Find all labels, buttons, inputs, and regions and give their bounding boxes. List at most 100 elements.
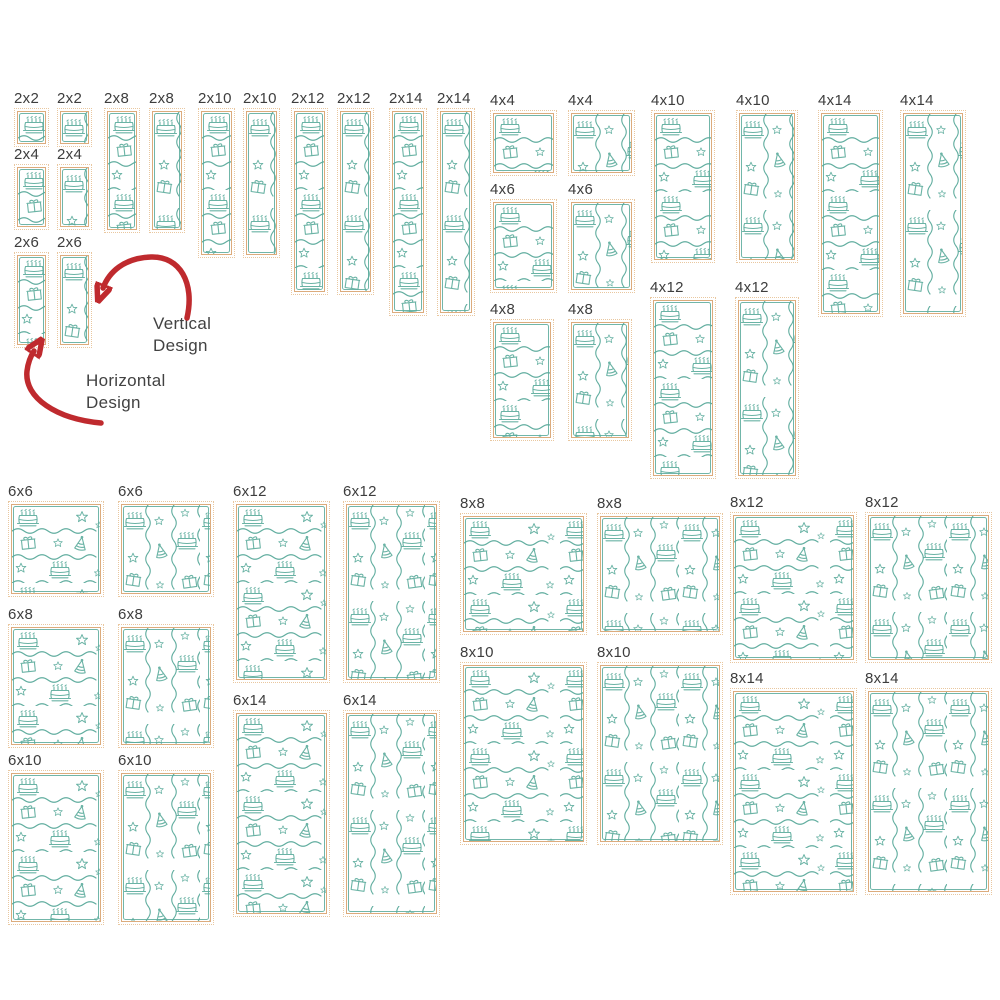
- horizontal-design-note: Horizontal Design: [86, 371, 166, 412]
- design-block-6x10-horizontal: 6x10: [8, 751, 104, 925]
- design-swatch: [337, 108, 374, 295]
- design-swatch: [460, 513, 587, 635]
- stitch-pattern-horizontal: [822, 114, 879, 313]
- stitch-pattern-horizontal: [494, 114, 553, 172]
- size-label: 6x12: [233, 483, 267, 500]
- design-swatch: [900, 110, 966, 317]
- size-label: 8x14: [730, 670, 764, 687]
- design-block-4x6-horizontal: 4x6: [490, 180, 557, 293]
- design-swatch: [149, 108, 185, 233]
- design-swatch: [597, 513, 723, 635]
- design-block-6x12-horizontal: 6x12: [233, 482, 330, 683]
- size-label: 4x8: [568, 301, 594, 318]
- design-block-2x10-horizontal: 2x10: [198, 89, 235, 258]
- design-swatch: [818, 110, 883, 317]
- design-swatch: [8, 770, 104, 925]
- stitch-pattern-horizontal: [108, 112, 136, 229]
- design-swatch: [291, 108, 328, 295]
- stitch-pattern-vertical: [122, 628, 210, 744]
- stitch-pattern-vertical: [122, 505, 210, 593]
- design-swatch: [57, 252, 92, 348]
- design-block-4x8-vertical: 4x8: [568, 300, 632, 441]
- design-swatch: [568, 110, 635, 176]
- design-block-8x12-vertical: 8x12: [865, 493, 992, 663]
- design-block-2x10-vertical: 2x10: [243, 89, 280, 258]
- stitch-pattern-horizontal: [237, 505, 326, 679]
- size-label: 4x6: [490, 181, 516, 198]
- size-label: 2x6: [57, 234, 83, 251]
- size-label: 4x12: [650, 279, 684, 296]
- design-block-8x14-vertical: 8x14: [865, 669, 992, 895]
- size-label: 2x6: [14, 234, 40, 251]
- design-swatch: [104, 108, 140, 233]
- size-label: 4x10: [651, 92, 685, 109]
- design-swatch: [118, 501, 214, 597]
- design-swatch: [651, 110, 715, 263]
- size-label: 2x2: [57, 90, 83, 107]
- stitch-pattern-horizontal: [654, 301, 712, 475]
- stitch-pattern-vertical: [441, 112, 471, 312]
- size-label: 4x14: [900, 92, 934, 109]
- size-label: 6x14: [343, 692, 377, 709]
- design-block-4x14-vertical: 4x14: [900, 91, 966, 317]
- design-swatch: [865, 688, 992, 895]
- design-block-2x2-vertical: 2x2: [57, 89, 92, 147]
- size-label: 2x10: [198, 90, 232, 107]
- design-swatch: [8, 501, 104, 597]
- size-label: 6x10: [118, 752, 152, 769]
- stitch-pattern-horizontal: [18, 256, 45, 344]
- size-label: 4x12: [735, 279, 769, 296]
- stitch-pattern-horizontal: [12, 505, 100, 593]
- design-swatch: [597, 662, 723, 845]
- size-label: 8x12: [730, 494, 764, 511]
- design-swatch: [118, 770, 214, 925]
- stitch-pattern-vertical: [601, 517, 719, 631]
- design-swatch: [568, 199, 635, 293]
- vertical-design-arrow: [103, 254, 192, 321]
- stitch-pattern-horizontal: [237, 714, 326, 913]
- design-block-2x2-horizontal: 2x2: [14, 89, 49, 147]
- design-block-8x10-horizontal: 8x10: [460, 643, 587, 845]
- size-label: 6x8: [118, 606, 144, 623]
- design-block-2x14-vertical: 2x14: [437, 89, 475, 316]
- stitch-pattern-horizontal: [12, 628, 100, 744]
- design-block-6x10-vertical: 6x10: [118, 751, 214, 925]
- stitch-pattern-vertical: [904, 114, 962, 313]
- stitch-pattern-vertical: [153, 112, 181, 229]
- design-block-8x12-horizontal: 8x12: [730, 493, 857, 663]
- design-block-2x4-horizontal: 2x4: [14, 145, 49, 230]
- design-swatch: [118, 624, 214, 748]
- stitch-pattern-vertical: [601, 666, 719, 841]
- size-label: 2x8: [104, 90, 130, 107]
- size-label: 6x6: [118, 483, 144, 500]
- stitch-pattern-vertical: [572, 323, 628, 437]
- design-swatch: [730, 512, 857, 663]
- stitch-pattern-vertical: [247, 112, 276, 254]
- design-swatch: [233, 501, 330, 683]
- design-block-4x8-horizontal: 4x8: [490, 300, 554, 441]
- design-block-6x8-horizontal: 6x8: [8, 605, 104, 748]
- design-block-2x6-horizontal: 2x6: [14, 233, 49, 348]
- size-label: 6x12: [343, 483, 377, 500]
- design-swatch: [490, 110, 557, 176]
- stitch-pattern-vertical: [61, 168, 88, 226]
- size-label: 2x12: [337, 90, 371, 107]
- design-block-4x12-vertical: 4x12: [735, 278, 799, 479]
- design-swatch: [243, 108, 280, 258]
- design-swatch: [735, 297, 799, 479]
- stitch-pattern-vertical: [572, 203, 631, 289]
- design-swatch: [343, 501, 440, 683]
- design-swatch: [389, 108, 427, 316]
- design-block-2x14-horizontal: 2x14: [389, 89, 427, 316]
- size-label: 8x8: [597, 495, 623, 512]
- design-block-4x6-vertical: 4x6: [568, 180, 635, 293]
- stitch-pattern-vertical: [61, 112, 88, 143]
- design-block-4x14-horizontal: 4x14: [818, 91, 883, 317]
- design-swatch: [57, 108, 92, 147]
- size-label: 8x12: [865, 494, 899, 511]
- stitch-pattern-horizontal: [655, 114, 711, 259]
- size-label: 8x10: [597, 644, 631, 661]
- size-label: 2x10: [243, 90, 277, 107]
- design-block-8x8-horizontal: 8x8: [460, 494, 587, 635]
